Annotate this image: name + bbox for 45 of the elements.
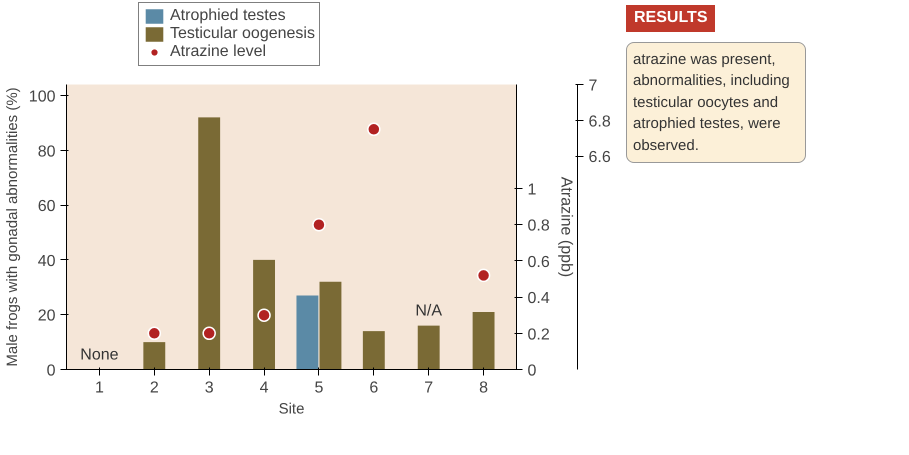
bar [143,342,166,370]
point [148,326,162,340]
y-tick-label: 40 [38,252,56,270]
y-tick-label: 20 [38,308,56,325]
legend-label: Atrophied testes [170,7,286,25]
point [312,218,326,232]
text: RESULTS [634,8,708,28]
x-tick-label: 2 [150,380,159,396]
x-tick-label: 5 [314,380,324,396]
y-tick-label: 100 [28,88,56,106]
x-tick-label: 7 [424,380,434,396]
bar [253,260,276,370]
y2-tick-label: 0.4 [528,290,550,308]
y2-tick-label: 0 [528,362,536,380]
y-axis-title: Male frogs with gonadal abnormalities (%) [4,87,21,367]
y2-tick-label: 0.6 [528,254,550,271]
annotation: None [80,346,119,364]
bar [418,326,440,370]
x-tick-label: 6 [369,380,378,396]
point [257,308,271,322]
x-tick-label: 4 [260,380,269,396]
point [476,268,490,282]
y2-tick-label: 0.2 [528,326,550,344]
y3-tick-label: 6.6 [588,149,611,166]
bar [362,331,385,370]
x-axis-title: Site [278,400,304,418]
x-tick-label: 8 [479,380,488,396]
y2-axis-title: Atrazine (ppb) [558,176,575,278]
annotation: N/A [415,302,442,320]
point [202,326,216,340]
bar [472,312,495,370]
x-tick-label: 3 [204,380,214,396]
legend-label: Atrazine level [170,43,266,61]
y2-tick-label: 1 [528,182,536,199]
y2-tick-label: 0.8 [528,218,550,235]
y3-tick-label: 6.8 [588,113,611,130]
y-tick-label: 80 [38,143,56,160]
bar [296,296,318,370]
y-tick-label: 0 [46,362,56,380]
y3-tick-label: 7 [588,78,598,94]
text: atrazine was present, abnormalities, including testicular oocytes and atrophied testes, were observed. [633,50,791,156]
y-tick-label: 60 [38,198,56,216]
legend-label: Testicular oogenesis [170,25,315,43]
x-tick-label: 1 [94,380,104,396]
bar [198,117,220,370]
